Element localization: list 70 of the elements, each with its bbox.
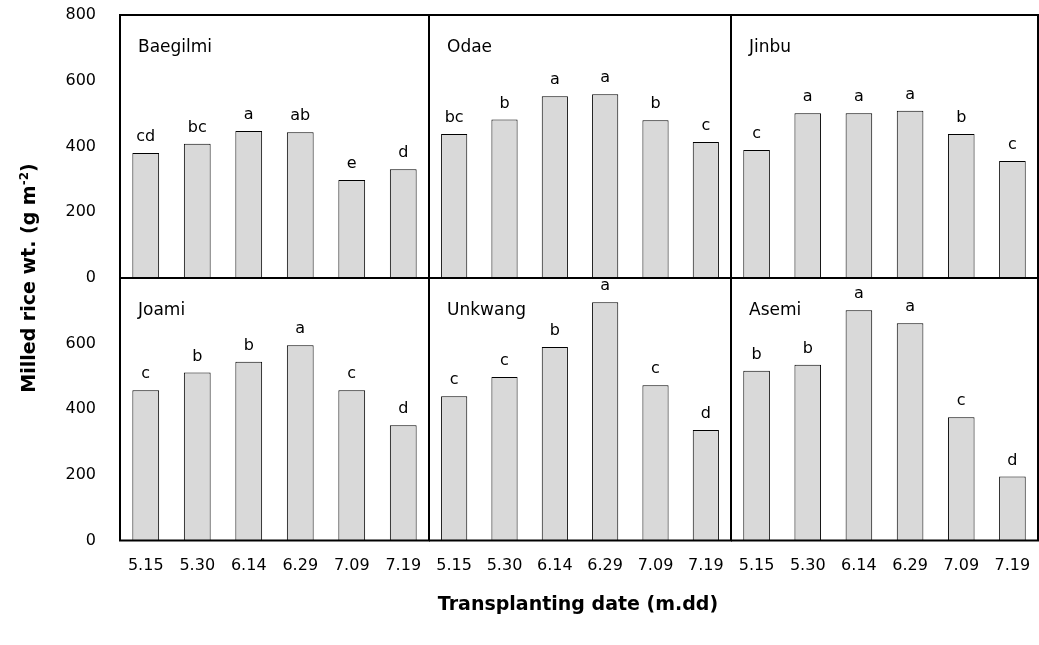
x-tick-label: 7.09: [637, 555, 674, 575]
x-tick-label: 5.30: [789, 555, 826, 575]
x-tick-label: 5.15: [436, 555, 472, 575]
x-tick-label: 7.19: [688, 555, 724, 575]
data-label: b: [549, 319, 560, 339]
x-tick-label: 5.30: [179, 555, 216, 575]
text: Unkwang: [447, 299, 526, 319]
data-label: a: [243, 104, 254, 124]
x-tick-label: 6.14: [537, 555, 573, 575]
data-label: c: [449, 369, 459, 389]
data-label: b: [956, 107, 967, 127]
y-tick-label: 0: [85, 529, 96, 549]
data-label: bc: [444, 107, 464, 127]
x-tick-label: 6.29: [892, 555, 928, 575]
data-label: a: [905, 296, 915, 316]
data-label: d: [700, 402, 711, 422]
data-label: a: [854, 283, 864, 303]
data-label: d: [398, 142, 409, 162]
data-label: bc: [187, 116, 207, 136]
x-tick-label: 5.30: [486, 555, 523, 575]
data-label: c: [347, 363, 357, 383]
data-label: c: [752, 123, 761, 143]
x-tick-label: 6.14: [841, 555, 877, 575]
x-axis-title: Transplanting date (m.dd): [437, 592, 719, 614]
y-tick-label: 800: [65, 4, 96, 24]
y-tick-label: 600: [65, 69, 96, 89]
x-tick-label: 7.19: [994, 555, 1031, 575]
data-label: c: [701, 114, 711, 134]
data-label: c: [500, 350, 509, 370]
x-tick-label: 6.29: [587, 555, 623, 575]
data-label: b: [650, 93, 661, 113]
data-label: b: [243, 334, 254, 354]
data-label: c: [956, 390, 966, 410]
data-label: a: [295, 318, 306, 338]
data-label: b: [499, 92, 510, 112]
x-tick-label: 7.19: [385, 555, 422, 575]
y-tick-label: 400: [65, 398, 96, 418]
data-label: e: [346, 153, 357, 173]
data-label: d: [1007, 449, 1018, 469]
text: Baegilmi: [138, 36, 213, 56]
data-label: b: [751, 343, 762, 363]
data-label: cd: [136, 126, 156, 146]
data-label: c: [651, 358, 660, 378]
y-tick-label: 0: [85, 267, 96, 287]
data-label: a: [802, 86, 813, 106]
x-tick-label: 5.15: [738, 555, 775, 575]
y-tick-label: 600: [65, 332, 96, 352]
y-tick-label: 400: [65, 135, 96, 155]
x-tick-label: 6.29: [282, 555, 319, 575]
text: Odae: [447, 36, 493, 56]
x-tick-label: 5.15: [127, 555, 164, 575]
data-label: a: [549, 69, 560, 89]
text: Asemi: [749, 299, 802, 319]
x-tick-label: 7.09: [943, 555, 980, 575]
data-label: c: [1008, 133, 1017, 153]
text: Joami: [137, 299, 186, 319]
data-label: ab: [290, 105, 311, 125]
data-label: c: [141, 363, 151, 383]
data-label: a: [905, 83, 915, 103]
y-tick-label: 200: [65, 201, 96, 221]
data-label: b: [192, 345, 203, 365]
x-tick-label: 6.14: [230, 555, 267, 575]
data-label: b: [802, 337, 813, 357]
data-label: d: [398, 398, 409, 418]
data-label: a: [854, 86, 864, 106]
data-label: a: [600, 275, 611, 295]
text: Jinbu: [748, 36, 792, 56]
y-tick-label: 200: [65, 464, 96, 484]
x-tick-label: 7.09: [333, 555, 370, 575]
data-label: a: [600, 67, 611, 87]
